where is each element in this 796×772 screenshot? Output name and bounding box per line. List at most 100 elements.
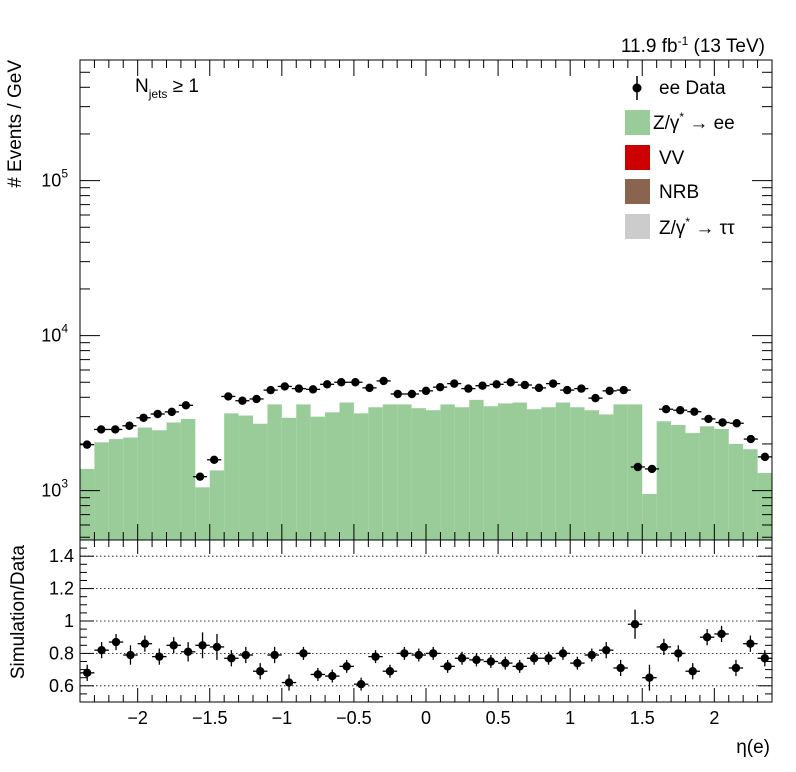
histogram-bar: [180, 418, 196, 540]
histogram-bar: [310, 416, 326, 540]
x-tick-label: 0: [421, 708, 431, 728]
x-tick-label: −2: [127, 708, 148, 728]
histogram-bar: [368, 407, 383, 540]
histogram-bar: [267, 404, 282, 540]
legend: ee Data Z/γ* → ee VV NRB Z/γ* → ττ: [625, 76, 735, 239]
ratio-point: [126, 650, 135, 660]
ratio-y-tick-label: 1: [64, 611, 74, 631]
ratio-point: [256, 667, 265, 676]
data-point: [351, 378, 360, 387]
ratio-point: [558, 649, 568, 658]
data-point: [393, 389, 402, 399]
data-point: [732, 419, 741, 428]
ratio-point: [140, 639, 150, 648]
y-tick-label: 104: [41, 322, 68, 346]
data-point: [139, 413, 148, 422]
data-point: [619, 385, 628, 395]
ratio-point: [400, 649, 409, 658]
ratio-point: [472, 655, 481, 665]
ratio-point: [529, 654, 539, 663]
legend-entry-nrb: NRB: [625, 179, 699, 204]
data-point: [464, 384, 473, 393]
ratio-point: [645, 673, 654, 682]
histogram-bar: [483, 406, 499, 540]
x-tick-label: 1.5: [630, 708, 655, 728]
data-point: [718, 418, 727, 427]
lumi-label: 11.9 fb-1 (13 TeV): [621, 34, 765, 57]
histogram-bar: [224, 413, 239, 540]
data-point: [506, 378, 515, 387]
ratio-point: [515, 662, 524, 671]
data-point: [690, 407, 699, 416]
ratio-point: [270, 650, 279, 660]
data-point: [534, 383, 544, 393]
legend-label: VV: [659, 148, 685, 169]
data-point: [760, 452, 770, 462]
histogram-bar: [238, 415, 253, 540]
histogram-bar: [195, 487, 210, 540]
histogram-bar: [757, 472, 772, 540]
data-point: [209, 455, 219, 465]
data-point: [633, 462, 643, 472]
legend-label: NRB: [659, 182, 699, 203]
data-point: [224, 392, 233, 401]
histogram-bar: [469, 399, 484, 540]
data-point: [421, 386, 431, 396]
ratio-point: [486, 657, 496, 666]
histogram-bar: [541, 407, 556, 540]
ratio-point: [674, 649, 683, 658]
ratio-point: [284, 678, 294, 687]
main-histogram: [80, 399, 772, 540]
histogram-bar: [440, 404, 455, 540]
histogram-bar: [296, 404, 311, 540]
histogram-bar: [599, 414, 614, 540]
histogram-bar: [397, 404, 412, 540]
legend-entry-zee: Z/γ* → ee: [625, 110, 735, 135]
ratio-y-tick-label: 1.4: [49, 546, 74, 566]
x-tick-label: −0.5: [336, 708, 372, 728]
data-point: [379, 376, 388, 386]
histogram-bar: [108, 439, 124, 540]
histogram-bar: [656, 421, 672, 540]
ratio-point: [443, 662, 452, 671]
ratio-grid: [80, 555, 772, 687]
histogram-bar: [512, 402, 527, 540]
legend-data-marker: [632, 83, 642, 93]
histogram-bar: [498, 403, 513, 540]
data-point: [96, 425, 106, 434]
ratio-point: [544, 654, 553, 663]
histogram-bar: [728, 443, 744, 540]
y-tick-label: 105: [41, 167, 68, 191]
ratio-point: [356, 679, 366, 689]
data-point: [308, 385, 318, 394]
legend-swatch: [625, 145, 650, 170]
histogram-bar: [166, 422, 181, 540]
ratio-point: [328, 671, 337, 681]
main-data-points: [80, 376, 772, 481]
ratio-point: [299, 649, 308, 658]
ratio-point: [414, 650, 423, 660]
data-point: [435, 382, 445, 392]
data-point: [322, 380, 332, 389]
histogram-bar: [353, 413, 369, 540]
data-point: [153, 409, 162, 419]
x-axis-title: η(e): [736, 737, 770, 758]
y-tick-label: 103: [41, 477, 68, 501]
legend-label: Z/γ* → ee: [653, 110, 735, 134]
ratio-point: [746, 639, 755, 648]
legend-label: Z/γ* → ττ: [659, 215, 735, 239]
ratio-y-tick-label: 0.6: [49, 676, 74, 696]
legend-label: ee Data: [659, 78, 726, 99]
legend-swatch: [625, 179, 650, 204]
histogram-bar: [526, 409, 542, 540]
ratio-point: [630, 620, 640, 629]
ratio-point: [659, 642, 669, 652]
histogram-bar: [642, 494, 657, 540]
data-point: [520, 380, 530, 390]
ratio-point: [97, 645, 106, 655]
data-point: [181, 401, 191, 410]
x-tick-label: −1.5: [192, 708, 228, 728]
ratio-point: [198, 641, 207, 650]
ratio-point: [717, 629, 726, 639]
ratio-point: [587, 650, 596, 660]
